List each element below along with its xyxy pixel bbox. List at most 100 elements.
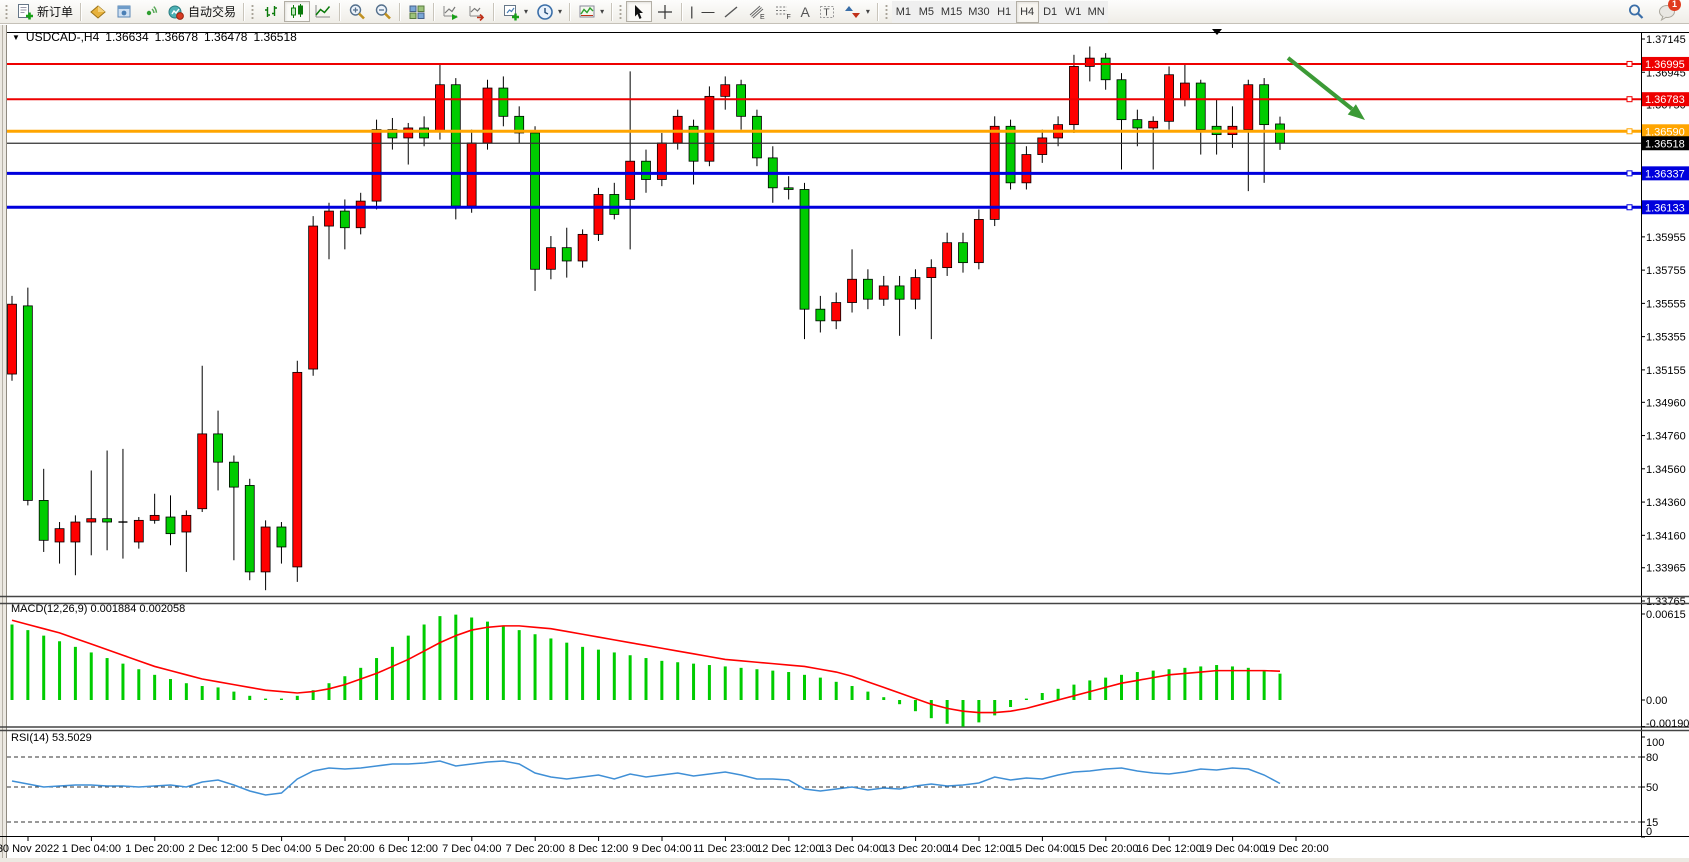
periods-button[interactable]: ▾ (532, 1, 566, 22)
timeframe-h4[interactable]: H4 (1015, 0, 1039, 23)
timeframe-m1[interactable]: M1 (891, 0, 915, 23)
toolbar-separator (493, 2, 496, 21)
candle (38, 500, 49, 541)
candle (1164, 74, 1174, 122)
line-chart-icon (315, 4, 331, 17)
text-label-button[interactable]: T (814, 1, 840, 22)
horizontal-line-button[interactable]: — (697, 1, 718, 22)
fibonacci-button[interactable]: F (770, 1, 796, 22)
bars-chart-button[interactable] (258, 1, 284, 22)
current-price-tag-text: 1.36518 (1645, 138, 1685, 150)
candle (276, 526, 287, 548)
arrows-dropdown-arrow[interactable]: ▾ (865, 7, 870, 16)
candle (498, 87, 509, 117)
toolbar-grip (5, 3, 8, 20)
vertical-line-button[interactable]: | (686, 1, 697, 22)
arrow-objects-icon (844, 5, 860, 18)
timeframe-m15[interactable]: M15 (937, 0, 966, 23)
text-button[interactable]: A (796, 1, 813, 22)
timeframe-m5[interactable]: M5 (914, 0, 938, 23)
notifications-button[interactable]: 1 (1657, 0, 1681, 21)
timeframe-mn[interactable]: MN (1084, 0, 1108, 23)
candle (213, 433, 223, 463)
candle (197, 433, 208, 510)
date-axis-label: 2 Dec 12:00 (189, 843, 248, 855)
title-dropdown-icon[interactable]: ▼ (12, 32, 20, 42)
market-watch-button[interactable] (85, 1, 111, 22)
search-button[interactable] (1623, 1, 1649, 22)
tile-windows-icon (409, 5, 425, 19)
chart-shift-button[interactable] (464, 1, 490, 22)
candle (324, 210, 334, 227)
candle (435, 84, 445, 132)
trendline-button[interactable] (718, 1, 744, 22)
notification-count-badge: 1 (1668, 0, 1681, 11)
candle (86, 518, 97, 523)
new-chart-button[interactable]: ▾ (498, 1, 532, 22)
candle (450, 84, 461, 207)
date-axis-label: 12 Dec 12:00 (756, 843, 821, 855)
tile-windows-button[interactable] (404, 1, 430, 22)
price-axis-tick-label: 1.35755 (1646, 265, 1686, 277)
candle (165, 516, 176, 535)
toolbar-grip (884, 3, 888, 20)
date-axis-label: 5 Dec 04:00 (252, 843, 311, 855)
svg-text:T: T (823, 7, 829, 18)
level-price-tag-text: 1.36337 (1645, 168, 1685, 180)
date-axis-label: 1 Dec 04:00 (62, 843, 121, 855)
level-price-tag-text: 1.36590 (1645, 126, 1685, 138)
candle (133, 519, 144, 543)
chart-shift-marker (1212, 29, 1222, 35)
toolbar-separator (399, 2, 402, 21)
vertical-line-icon: | (690, 4, 694, 19)
autotrading-button[interactable]: 自动交易 (163, 1, 240, 22)
candle (1148, 120, 1159, 129)
crosshair-button[interactable] (652, 1, 678, 22)
candle (878, 285, 889, 300)
candle (926, 267, 937, 279)
date-axis-label: 13 Dec 20:00 (883, 843, 948, 855)
auto-scroll-button[interactable] (438, 1, 464, 22)
candle (260, 526, 271, 573)
candle (244, 485, 255, 573)
data-window-button[interactable] (111, 1, 137, 22)
macd-axis-tick-label: 0.00615 (1646, 609, 1686, 621)
indicators-button[interactable]: ▾ (574, 1, 608, 22)
candlestick-chart-button[interactable] (284, 1, 311, 22)
candle (783, 187, 794, 190)
market-watch-icon (90, 4, 106, 19)
rsi-axis-tick-label: 100 (1646, 737, 1664, 749)
zoom-in-button[interactable] (344, 1, 370, 22)
timeframe-h1[interactable]: H1 (992, 0, 1016, 23)
rsi-axis-tick-label: 0 (1646, 826, 1652, 838)
chart-open-value: 1.36634 (105, 30, 149, 44)
window-bottom-border (0, 858, 1689, 862)
chart-shift-icon (469, 5, 485, 21)
cursor-button[interactable] (626, 1, 653, 22)
toolbar-separator (611, 2, 614, 21)
level-line-handle (1626, 60, 1633, 67)
new-chart-dropdown-arrow[interactable]: ▾ (524, 7, 529, 16)
timeframe-m30[interactable]: M30 (965, 0, 993, 23)
zoom-out-button[interactable] (370, 1, 396, 22)
new-order-button[interactable]: 新订单 (12, 1, 77, 22)
chart-low-value: 1.36478 (204, 30, 248, 44)
candle (641, 160, 651, 180)
timeframe-w1[interactable]: W1 (1061, 0, 1085, 23)
price-axis-tick-label: 1.34760 (1646, 431, 1686, 443)
periods-dropdown-arrow[interactable]: ▾ (558, 7, 563, 16)
candle (1180, 82, 1190, 101)
trendline-icon (725, 5, 738, 18)
line-chart-button[interactable] (310, 1, 336, 22)
equidistant-channel-button[interactable]: E (744, 1, 770, 22)
timeframe-d1[interactable]: D1 (1038, 0, 1062, 23)
date-axis-label: 1 Dec 20:00 (125, 843, 184, 855)
candle (355, 200, 366, 229)
horizontal-line-icon: — (701, 4, 715, 19)
indicators-dropdown-arrow[interactable]: ▾ (600, 7, 605, 16)
signals-button[interactable] (137, 1, 163, 22)
candle (70, 521, 81, 543)
candle (1195, 82, 1206, 131)
arrow-objects-button[interactable]: ▾ (840, 1, 874, 22)
